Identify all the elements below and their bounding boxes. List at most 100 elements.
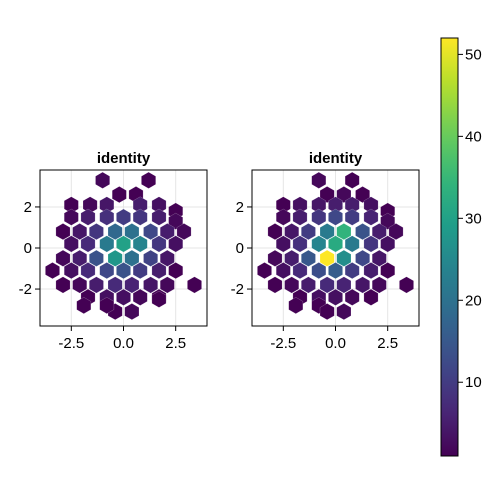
hexbin-cell [151, 208, 167, 226]
hexbin-cell [388, 223, 404, 241]
hexbin-cell [275, 262, 291, 280]
hexbin-cell [143, 276, 158, 294]
hexbin-cell [159, 223, 175, 241]
hexbin-cell [132, 262, 148, 280]
x-tick-label: 0.0 [325, 335, 346, 352]
hexbin-cell [371, 276, 387, 294]
hexbin-cell [72, 223, 88, 241]
hexbin-cell [336, 249, 352, 267]
hexbin-cell [399, 276, 414, 294]
hexbin-cell [116, 288, 131, 306]
hexbin-cell [371, 223, 387, 241]
hexbin-cell [99, 297, 115, 314]
hexbin-cell [355, 249, 370, 267]
hexbin-cell [363, 262, 379, 280]
x-tick-label: 2.5 [377, 335, 398, 352]
hexbin-cell [159, 249, 175, 267]
hexbin-panel-right: identity -2.5 0.0 2.5 2 0 -2 [231, 150, 420, 352]
hexbin-cell [99, 208, 115, 226]
hexbin-cell [132, 288, 148, 306]
hexbin-cell [284, 249, 300, 267]
hexbin-cell [116, 262, 131, 280]
y-tick-label: 0 [236, 240, 244, 257]
y-tick-label: 0 [24, 240, 32, 257]
hexbin-cell [328, 208, 343, 226]
hexbin-cell [99, 262, 115, 280]
hexbin-cell [267, 276, 283, 294]
hexbin-cell [80, 235, 96, 253]
hexbin-cell [76, 297, 92, 314]
hexbin-cell [336, 186, 352, 204]
hexbin-cell [284, 276, 300, 294]
colorbar-tick-label: 30 [465, 210, 482, 227]
hexbin-cell [63, 262, 79, 280]
hexbin-cell [99, 235, 115, 253]
hexbin-cell [267, 249, 283, 267]
colorbar-gradient [441, 38, 458, 456]
hexbin-cell [363, 235, 379, 253]
hexbin-cell [371, 249, 387, 267]
hexbin-cell [275, 208, 291, 226]
hexbin-cell [344, 208, 360, 226]
colorbar-frame [440, 37, 459, 457]
hexbin-cell [151, 262, 167, 280]
hexbin-cell [319, 186, 335, 204]
hexbin-cell [336, 303, 352, 321]
hexbin-cell [107, 276, 123, 294]
y-tick-label: -2 [231, 281, 244, 298]
hexbin-cell [124, 223, 140, 241]
colorbar-tick-label: 50 [465, 46, 482, 63]
hexbin-cell [319, 276, 335, 294]
hexbin-cell [311, 171, 327, 189]
x-tick-label: 0.0 [113, 335, 134, 352]
hexbin-cell [107, 249, 123, 267]
hexbin-cell [116, 235, 131, 253]
hexbin-cell [311, 235, 327, 253]
hexbin-cell [344, 171, 360, 189]
hexbin-cell [132, 208, 148, 226]
hexbin-cell [344, 288, 360, 306]
hexbin-cell [380, 212, 396, 230]
hexbin-panel-left: identity -2.5 0.0 2.5 2 0 -2 [19, 150, 208, 352]
hexbin-cell [355, 223, 370, 241]
hexbin-cell [328, 235, 343, 253]
hexbin-cell [151, 290, 167, 308]
hexbin-cell [288, 297, 304, 314]
hexbin-cell [168, 235, 184, 253]
hexbin-cell [45, 262, 60, 280]
hexbin-cell [72, 276, 88, 294]
hexbin-cell [151, 235, 167, 253]
hexbin-cell [187, 276, 202, 294]
hexbin-cell [336, 223, 352, 241]
hexbin-cell [72, 249, 88, 267]
hexbin-cell [292, 208, 308, 226]
y-tick-label: -2 [19, 281, 32, 298]
hexbin-cell [284, 223, 300, 241]
hexbin-cell [124, 303, 140, 321]
hexbin-cell [143, 249, 158, 267]
hexbin-cell [63, 235, 79, 253]
y-tick-label: 2 [24, 199, 32, 216]
hexbin-cell [380, 262, 396, 280]
hexbin-cell [89, 276, 104, 294]
hexbin-cell [363, 288, 379, 306]
hexbin-cell [159, 276, 175, 294]
x-tick-label: 2.5 [165, 335, 186, 352]
hexbin-cell [301, 249, 316, 267]
hexbin-cell [319, 303, 335, 321]
colorbar-tick-label: 20 [465, 292, 482, 309]
hexbin-cell [355, 276, 370, 294]
hexbin-cell [328, 288, 343, 306]
hexbin-cell [55, 249, 71, 267]
hexbin-cell [55, 223, 71, 241]
hexbin-cell [292, 235, 308, 253]
hexbin-cell [89, 249, 104, 267]
hexbin-cell [301, 276, 316, 294]
colorbar: 10 20 30 40 50 [440, 37, 482, 457]
hexbin-cell [336, 276, 352, 294]
hexbin-cell [55, 276, 71, 294]
hexbin-cell [95, 171, 110, 189]
hexbin-cell [257, 262, 272, 280]
hexbin-cell [176, 223, 192, 241]
